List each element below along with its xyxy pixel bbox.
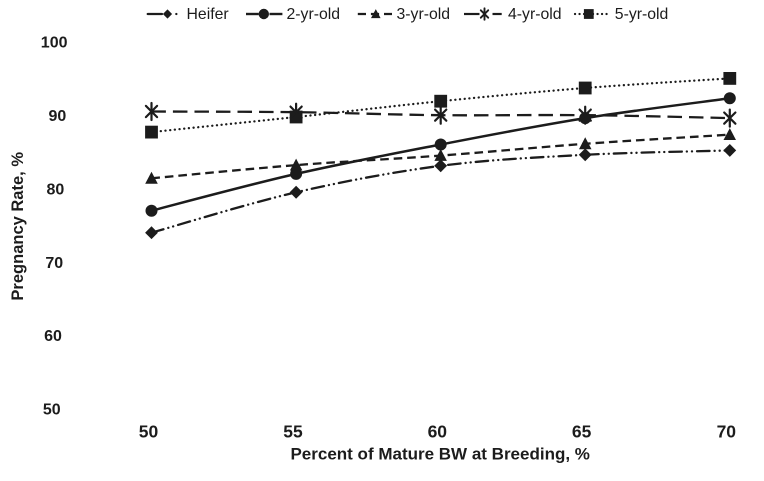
svg-text:50: 50: [43, 402, 61, 419]
svg-text:5-yr-old: 5-yr-old: [615, 6, 669, 23]
svg-text:60: 60: [44, 328, 62, 345]
svg-text:2-yr-old: 2-yr-old: [287, 6, 341, 23]
svg-text:3-yr-old: 3-yr-old: [397, 6, 451, 23]
svg-text:90: 90: [49, 108, 67, 125]
svg-text:4-yr-old: 4-yr-old: [508, 6, 562, 23]
svg-text:55: 55: [283, 422, 303, 442]
svg-text:70: 70: [717, 422, 737, 442]
svg-text:100: 100: [41, 34, 68, 51]
svg-text:70: 70: [45, 255, 63, 272]
svg-text:Pregnancy Rate, %: Pregnancy Rate, %: [9, 152, 27, 301]
svg-text:Percent of Mature BW at Breedi: Percent of Mature BW at Breeding, %: [290, 445, 589, 464]
svg-text:65: 65: [572, 422, 592, 442]
svg-text:60: 60: [428, 422, 448, 442]
svg-text:50: 50: [139, 422, 159, 442]
svg-text:80: 80: [47, 181, 65, 198]
svg-text:Heifer: Heifer: [187, 6, 229, 23]
